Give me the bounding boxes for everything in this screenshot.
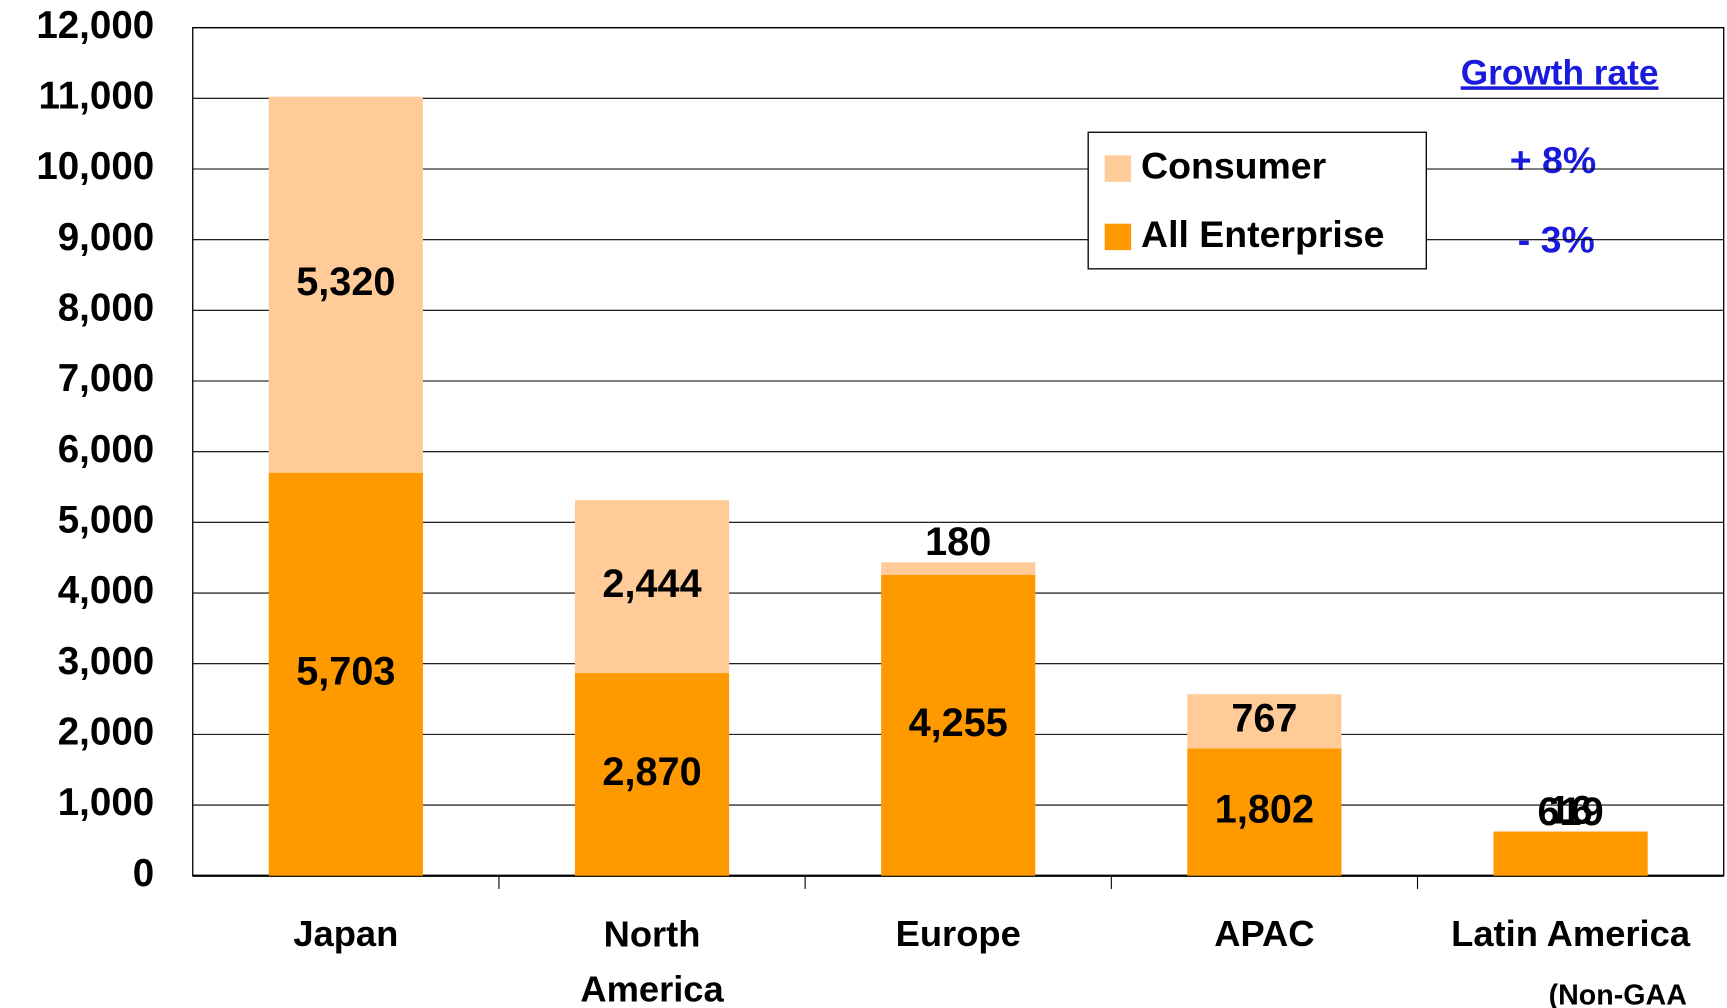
data-label: 5,320 xyxy=(296,260,395,304)
y-tick-label: 7,000 xyxy=(58,357,154,400)
y-tick-label: 2,000 xyxy=(58,711,154,754)
bar-segment xyxy=(881,575,1036,876)
y-tick-label: 1,000 xyxy=(58,781,154,824)
bar-segment xyxy=(1493,831,1648,876)
legend-box xyxy=(1087,131,1427,270)
y-tick-label: 8,000 xyxy=(58,287,154,330)
data-label: 619 xyxy=(1538,790,1604,834)
data-label: 2,870 xyxy=(602,750,701,794)
data-label: 180 xyxy=(925,520,991,564)
y-tick-label: 0 xyxy=(133,852,154,895)
bar-segment xyxy=(881,562,1036,576)
note: (Non-GAA xyxy=(1549,979,1687,1008)
data-label: 4,255 xyxy=(909,701,1008,745)
legend-swatch xyxy=(1104,223,1132,251)
legend-label: Consumer xyxy=(1141,145,1326,187)
x-tick-label: Japan xyxy=(293,913,398,954)
x-tick-label: North America xyxy=(580,913,724,1008)
consumer-growth: + 8% xyxy=(1510,139,1596,181)
y-tick-label: 9,000 xyxy=(58,216,154,259)
y-tick-label: 5,000 xyxy=(58,499,154,542)
y-tick-label: 3,000 xyxy=(58,640,154,683)
x-tick-label: Europe xyxy=(896,913,1021,954)
data-label: 2,444 xyxy=(602,562,701,606)
bar-segment xyxy=(574,500,730,673)
bar-segment xyxy=(1187,694,1342,749)
x-tick-label: APAC xyxy=(1214,913,1314,954)
y-tick-label: 10,000 xyxy=(36,145,154,188)
y-tick-label: 4,000 xyxy=(58,569,154,612)
bar-segment xyxy=(1493,830,1648,832)
data-label: 16 xyxy=(1549,789,1593,833)
data-label: 767 xyxy=(1231,697,1297,741)
y-tick-label: 12,000 xyxy=(36,4,154,47)
y-tick-label: 11,000 xyxy=(38,75,154,118)
bar-segment xyxy=(268,96,423,473)
x-tick-label: Latin America xyxy=(1451,913,1691,954)
bar-segment xyxy=(574,672,730,876)
bar-segment xyxy=(1187,748,1342,876)
data-label: 1,802 xyxy=(1215,788,1314,832)
legend-swatch xyxy=(1104,155,1132,182)
legend-label: All Enterprise xyxy=(1141,213,1384,255)
growth-title: Growth rate xyxy=(1461,53,1659,92)
data-label: 5,703 xyxy=(296,650,395,694)
y-tick-label: 6,000 xyxy=(58,428,154,471)
bar-segment xyxy=(268,472,423,876)
